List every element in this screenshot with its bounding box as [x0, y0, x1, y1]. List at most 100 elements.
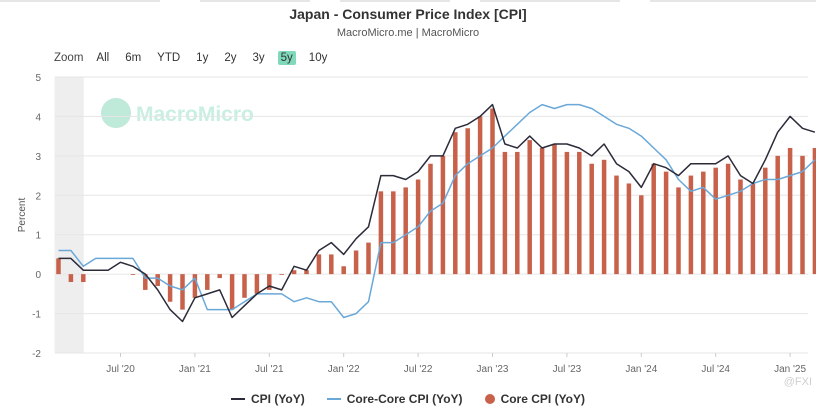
- x-tick-label: Jan '23: [477, 364, 509, 375]
- bar-core-cpi: [490, 108, 495, 275]
- bar-core-cpi: [812, 147, 816, 275]
- bar-core-cpi: [539, 147, 545, 275]
- watermark-text: MacroMicro: [136, 103, 254, 126]
- range-2y-button[interactable]: 2y: [224, 52, 237, 64]
- x-tick-label: Jul '23: [553, 364, 582, 375]
- bar-core-cpi: [81, 274, 86, 283]
- bar-core-cpi: [639, 195, 644, 275]
- x-tick-label: Jan '22: [328, 364, 360, 375]
- bar-core-cpi: [180, 274, 185, 310]
- bar-core-cpi: [167, 274, 173, 302]
- legend-label: CPI (YoY): [250, 392, 305, 406]
- legend-item-cpi[interactable]: CPI (YoY): [230, 392, 305, 406]
- top-bar-segment: [650, 0, 816, 2]
- chart-title: Japan - Consumer Price Index [CPI]: [289, 6, 527, 22]
- x-tick-label: Jan '25: [774, 364, 806, 375]
- x-tick-label: Jul '21: [255, 364, 284, 375]
- bar-core-cpi: [750, 183, 756, 275]
- x-tick-label: Jan '24: [625, 364, 657, 375]
- bar-core-cpi: [391, 191, 396, 275]
- bar-core-cpi: [502, 151, 508, 275]
- bar-core-cpi: [527, 140, 532, 275]
- range-3y-button[interactable]: 3y: [252, 52, 265, 64]
- bar-core-cpi: [626, 183, 632, 275]
- top-bar-segment: [0, 0, 160, 2]
- bar-core-cpi: [428, 163, 433, 275]
- bar-core-cpi: [304, 270, 309, 275]
- bar-core-cpi: [353, 250, 359, 275]
- bar-core-cpi: [552, 144, 557, 275]
- bar-core-cpi: [701, 171, 706, 275]
- legend-item-core-cpi[interactable]: Core CPI (YoY): [484, 392, 586, 406]
- top-bar: [0, 0, 816, 2]
- bar-core-cpi: [465, 128, 470, 275]
- y-tick-label: 3: [35, 152, 41, 163]
- line-core-core-cpi: [58, 103, 816, 319]
- y-tick-label: 1: [35, 231, 41, 242]
- top-bar-segment: [200, 0, 310, 2]
- shaded-band: [54, 77, 84, 353]
- bar-core-cpi: [787, 147, 793, 275]
- y-axis-title: Percent: [17, 198, 28, 233]
- legend-label: Core CPI (YoY): [500, 392, 586, 406]
- chart-legend: CPI (YoY) Core-Core CPI (YoY) Core CPI (…: [0, 391, 816, 407]
- y-tick-label: -2: [32, 349, 41, 360]
- bar-core-cpi: [577, 151, 582, 275]
- range-6m-button[interactable]: 6m: [125, 52, 142, 64]
- x-tick-label: Jul '24: [701, 364, 730, 375]
- chart-plot: MacroMicro -2 -1 0 1 2 3 4 5 Percent Jul '20 Jan '2…: [17, 73, 816, 375]
- top-bar-segment: [340, 0, 450, 2]
- range-selector: Zoom All 6m YTD 1y 2y 3y 5y 10y: [54, 49, 340, 67]
- bar-core-cpi: [217, 274, 222, 279]
- corner-watermark: @FXI: [783, 376, 812, 388]
- x-tick-label: Jan '21: [179, 364, 211, 375]
- bar-core-cpi: [763, 167, 768, 275]
- bar-core-cpi: [291, 270, 297, 275]
- bar-core-cpi: [440, 155, 446, 275]
- bar-core-cpi: [738, 179, 743, 275]
- bar-core-cpi: [713, 167, 718, 275]
- top-bar-segment: [480, 0, 620, 2]
- bar-core-cpi: [477, 116, 483, 275]
- range-all-button[interactable]: All: [96, 52, 110, 64]
- bar-core-cpi: [515, 151, 520, 275]
- bar-core-cpi: [663, 171, 669, 275]
- range-ytd-button[interactable]: YTD: [157, 52, 181, 64]
- bar-core-cpi: [589, 163, 594, 275]
- bar-core-cpi: [143, 274, 148, 290]
- bar-core-cpi: [366, 242, 371, 275]
- bar-core-cpi: [267, 274, 272, 290]
- legend-item-core-core-cpi[interactable]: Core-Core CPI (YoY): [326, 392, 463, 406]
- bar-core-cpi: [130, 274, 136, 275]
- y-tick-label: 4: [35, 112, 41, 123]
- legend-line-icon: [326, 398, 341, 400]
- bar-core-cpi: [403, 187, 408, 275]
- range-10y-button[interactable]: 10y: [308, 52, 328, 64]
- legend-label: Core-Core CPI (YoY): [346, 392, 463, 406]
- bar-core-cpi: [205, 274, 210, 290]
- bar-core-cpi: [775, 155, 780, 275]
- bar-core-cpi: [564, 151, 570, 275]
- y-tick-label: 0: [35, 270, 41, 281]
- bar-core-cpi: [254, 274, 260, 294]
- legend-line-icon: [230, 398, 245, 400]
- x-tick-label: Jul '20: [106, 364, 135, 375]
- watermark-logo: MacroMicro: [101, 98, 254, 128]
- bar-core-cpi: [688, 175, 694, 275]
- y-tick-label: 2: [35, 191, 41, 202]
- bar-core-cpi: [242, 274, 247, 298]
- y-tick-label: -1: [32, 310, 41, 321]
- legend-dot-icon: [484, 394, 495, 404]
- range-5y-button[interactable]: 5y: [277, 51, 296, 65]
- bar-core-cpi: [329, 254, 334, 275]
- x-tick-label: Jul '22: [404, 364, 433, 375]
- bar-core-cpi: [229, 274, 235, 310]
- bar-core-cpi: [601, 159, 607, 275]
- range-1y-button[interactable]: 1y: [196, 52, 209, 64]
- bar-core-cpi: [614, 175, 619, 275]
- bar-core-cpi: [68, 274, 74, 283]
- bar-core-cpi: [341, 266, 346, 275]
- bar-core-cpi: [725, 163, 731, 275]
- bar-core-cpi: [316, 254, 322, 275]
- bar-core-cpi: [676, 187, 681, 275]
